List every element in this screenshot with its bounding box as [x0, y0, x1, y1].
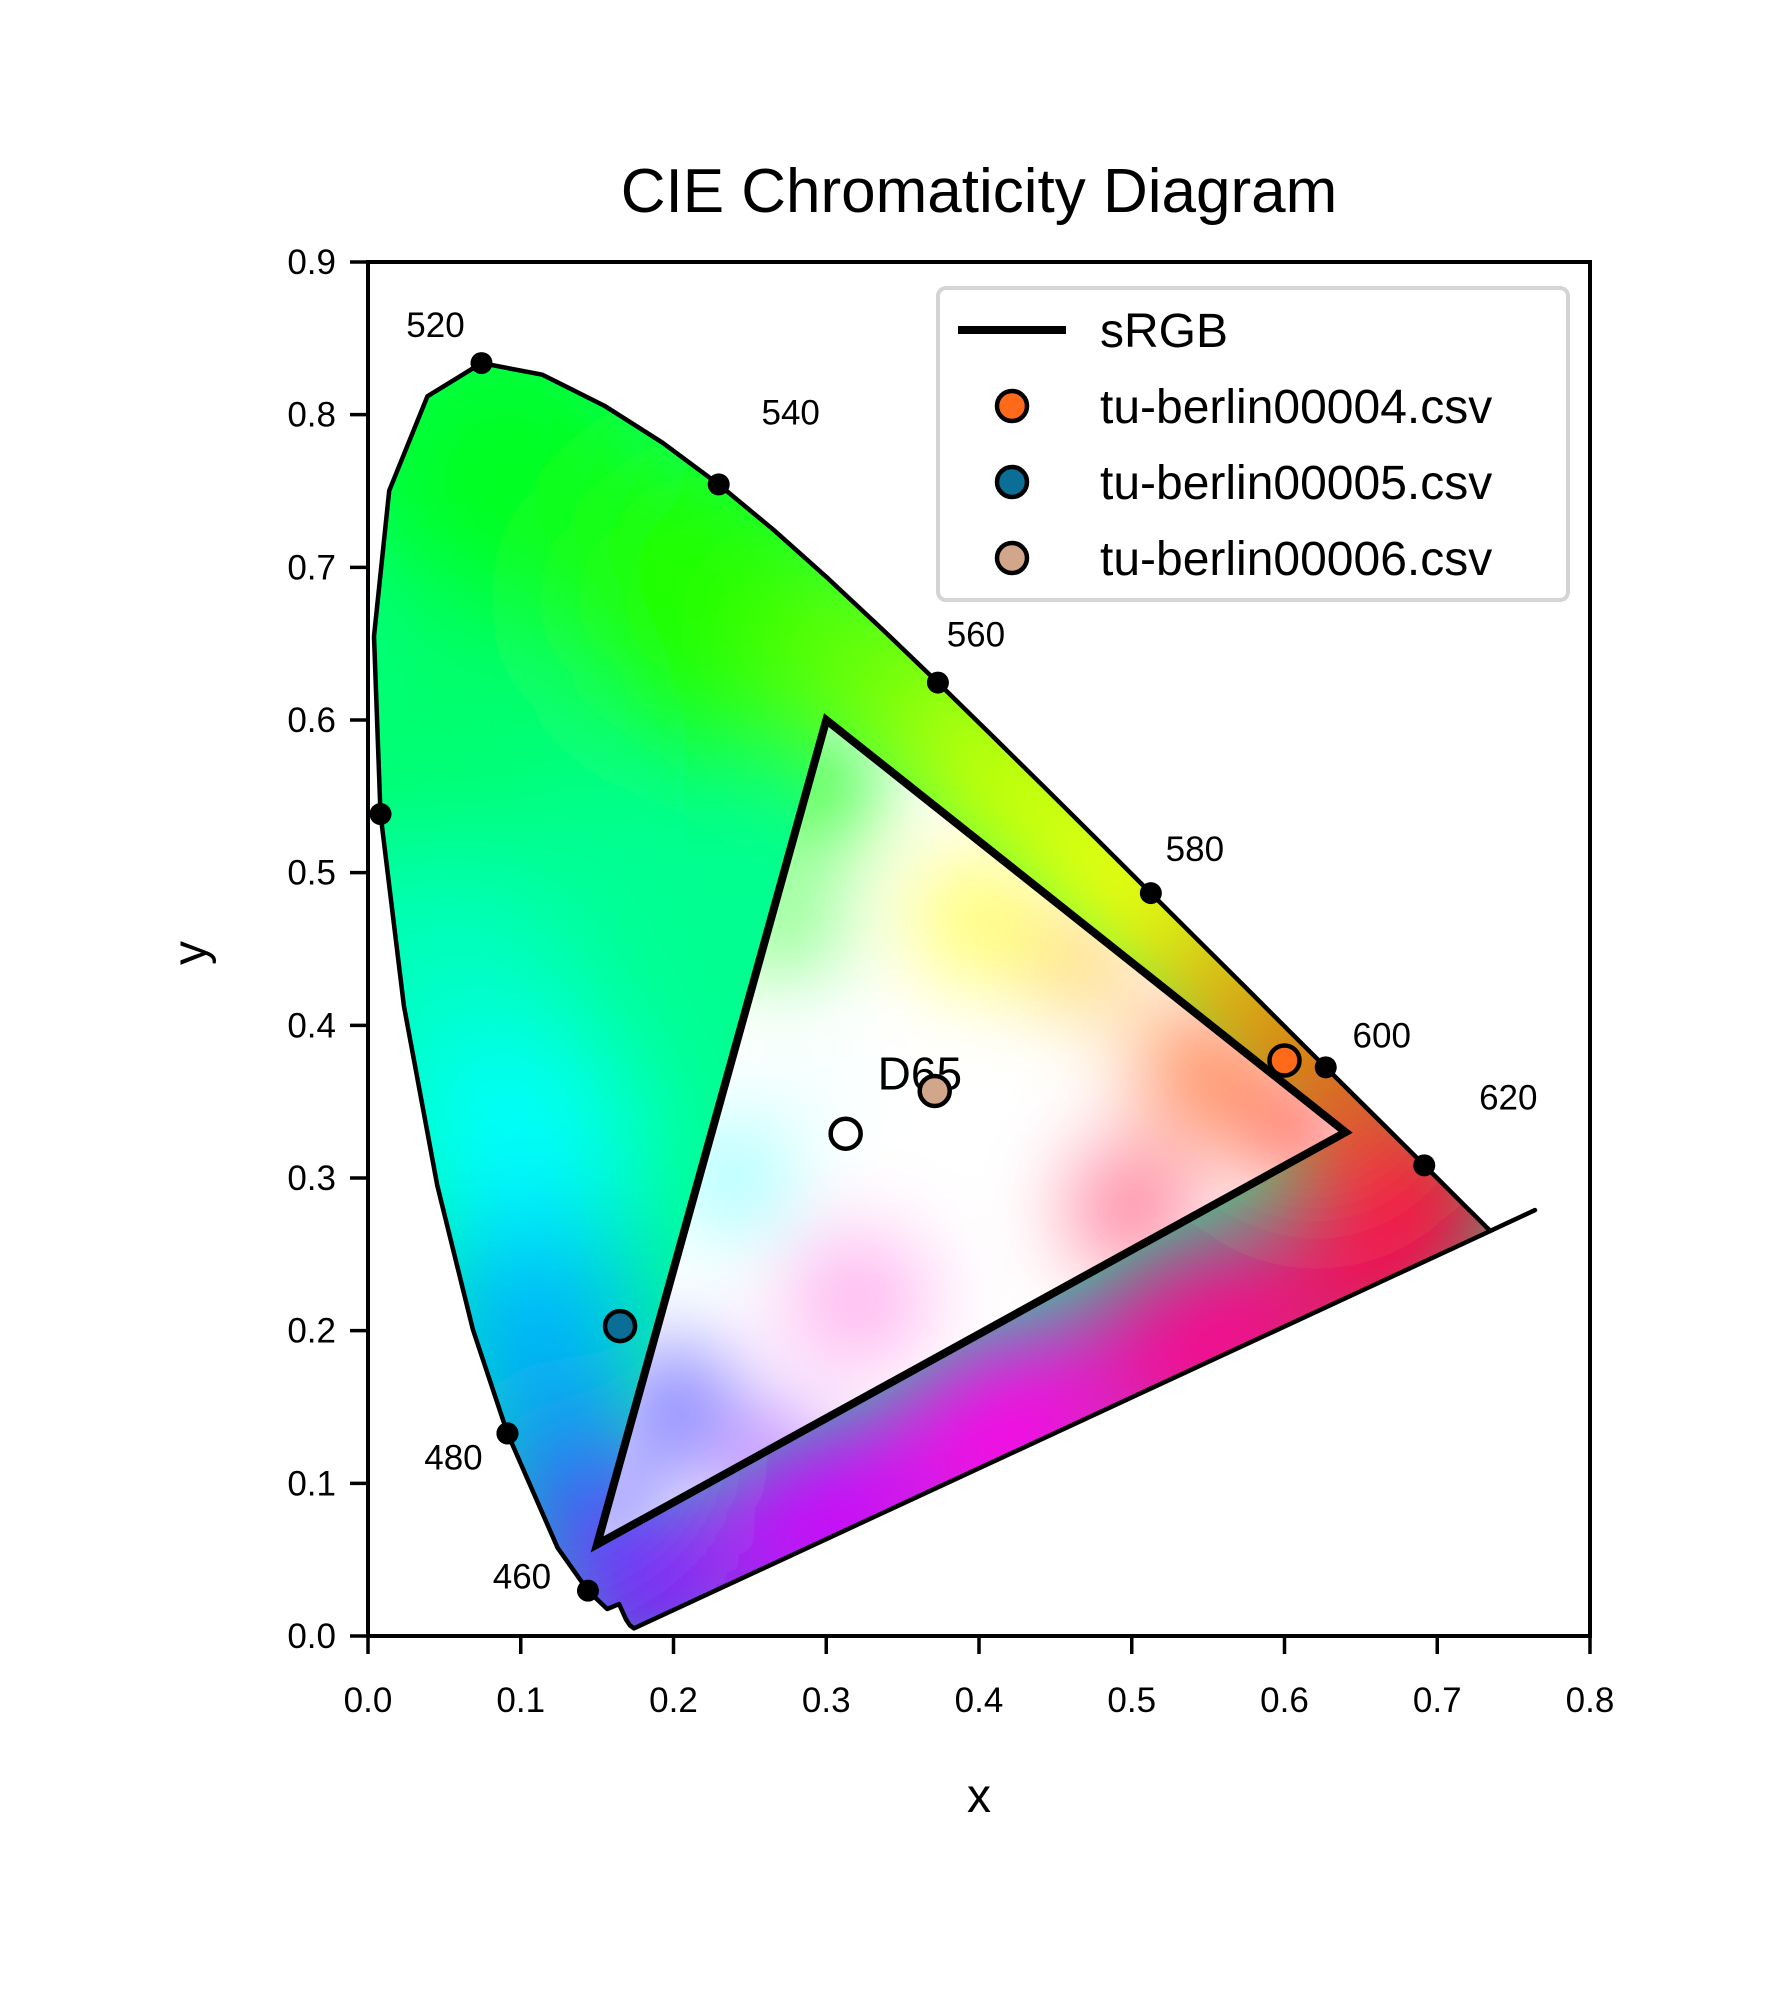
x-tick-label-5: 0.5: [1107, 1681, 1156, 1720]
wavelength-marker-7: [1139, 882, 1162, 905]
y-tick-label-8: 0.8: [287, 396, 336, 435]
wavelength-label-560: 560: [947, 616, 1005, 655]
y-tick-label-2: 0.2: [287, 1312, 336, 1351]
x-tick-label-6: 0.6: [1260, 1681, 1309, 1720]
locus-blob-10: [400, 1027, 641, 1268]
x-tick-label-1: 0.1: [496, 1681, 545, 1720]
wavelength-label-540: 540: [762, 393, 820, 432]
spectral-locus-outline: [371, 360, 1493, 1631]
y-tick-label-5: 0.5: [287, 854, 336, 893]
legend-label-3: tu-berlin00006.csv: [1100, 533, 1492, 586]
wavelength-marker-6: [926, 671, 949, 694]
legend-marker-2: [994, 464, 1030, 500]
wavelength-label-580: 580: [1166, 830, 1224, 869]
wavelength-marker-3: [369, 803, 392, 826]
data-point-1: [1267, 1043, 1302, 1078]
y-tick-label-9: 0.9: [287, 243, 336, 282]
x-tick-label-8: 0.8: [1566, 1681, 1615, 1720]
gamut-fill-blobs: [597, 720, 1346, 1545]
data-point-2: [602, 1308, 638, 1344]
wavelength-marker-9: [1413, 1154, 1436, 1177]
legend-label-srgb: sRGB: [1100, 305, 1228, 358]
whitepoint-marker: [828, 1116, 863, 1151]
chart-title: CIE Chromaticity Diagram: [621, 157, 1338, 226]
wavelength-label-480: 480: [424, 1438, 482, 1477]
legend-label-2: tu-berlin00005.csv: [1100, 457, 1492, 510]
legend-box: [936, 286, 1570, 602]
purple-line-extension: [1488, 1207, 1538, 1234]
x-tick-label-0: 0.0: [344, 1681, 393, 1720]
data-point-3: [917, 1073, 952, 1109]
x-tick-label-4: 0.4: [955, 1681, 1004, 1720]
data-points: D65: [602, 1043, 1302, 1344]
legend-label-1: tu-berlin00004.csv: [1100, 381, 1492, 434]
x-tick-label-7: 0.7: [1413, 1681, 1462, 1720]
diagram-lines: [371, 360, 1538, 1631]
wavelength-marker-5: [707, 473, 730, 496]
y-tick-label-3: 0.3: [287, 1159, 336, 1198]
srgb-gamut-triangle: [590, 713, 1353, 1553]
y-tick-label-0: 0.0: [287, 1617, 336, 1656]
y-tick-label-1: 0.1: [287, 1464, 336, 1503]
gamut-blob-13: [775, 1051, 846, 1122]
y-tick-label-4: 0.4: [287, 1006, 336, 1045]
x-axis-label: x: [967, 1770, 991, 1823]
wavelength-marker-8: [1314, 1056, 1337, 1079]
y-tick-label-6: 0.6: [287, 701, 336, 740]
x-tick-label-3: 0.3: [802, 1681, 851, 1720]
axes: 0.0 0.1 0.2 0.3 0.4 0.5 0.6 0.7 0.8 0.0 0.1 0.2 0.3 0…: [287, 243, 1614, 1720]
wavelength-label-460: 460: [493, 1558, 551, 1597]
legend-marker-3: [994, 540, 1030, 576]
locus-blob-13: [552, 1515, 733, 1629]
legend: sRGB tu-berlin00004.csv tu-berlin00005.csv…: [936, 286, 1570, 602]
wavelength-marker-2: [496, 1422, 519, 1445]
locus-blob-17: [1276, 1169, 1477, 1370]
wavelength-marker-4: [470, 352, 493, 375]
gamut-blob-7: [786, 1230, 927, 1371]
gamut-blob-2: [909, 848, 1049, 989]
wavelength-markers: 460 480 520 540 560 580 600 620: [369, 306, 1537, 1602]
wavelength-label-620: 620: [1479, 1078, 1537, 1117]
wavelength-marker-0: [576, 1579, 599, 1602]
wavelength-label-600: 600: [1353, 1016, 1411, 1055]
legend-marker-1: [994, 388, 1030, 424]
y-axis-label: y: [164, 941, 217, 965]
y-tick-label-7: 0.7: [287, 548, 336, 587]
x-tick-label-2: 0.2: [649, 1681, 698, 1720]
gamut-blob-12: [837, 1082, 938, 1183]
wavelength-label-520: 520: [406, 306, 464, 345]
locus-blob-8: [374, 610, 570, 891]
